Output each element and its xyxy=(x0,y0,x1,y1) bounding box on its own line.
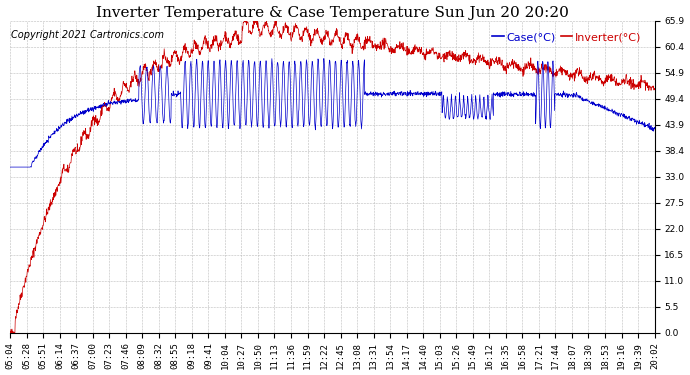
Text: Copyright 2021 Cartronics.com: Copyright 2021 Cartronics.com xyxy=(11,30,164,40)
Legend: Case(°C), Inverter(°C): Case(°C), Inverter(°C) xyxy=(488,28,646,47)
Title: Inverter Temperature & Case Temperature Sun Jun 20 20:20: Inverter Temperature & Case Temperature … xyxy=(96,6,569,20)
